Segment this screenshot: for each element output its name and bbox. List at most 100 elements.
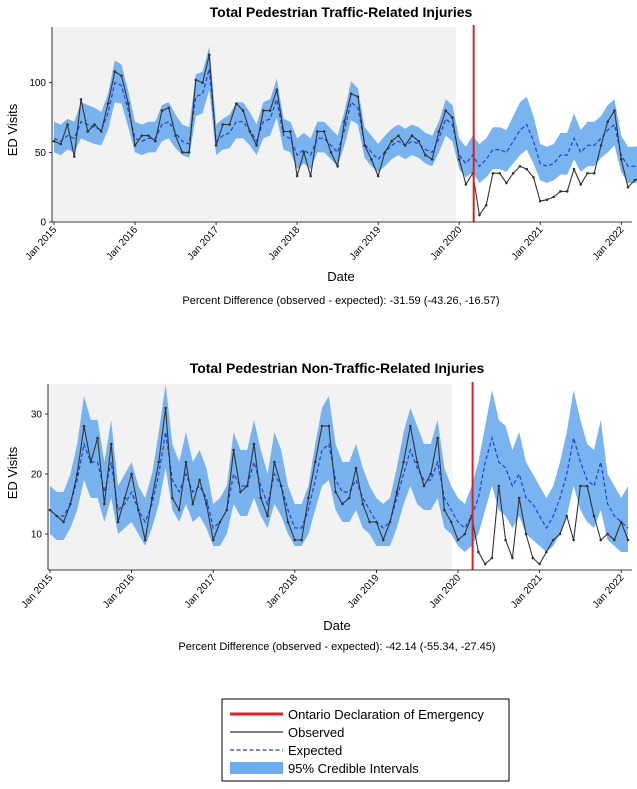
observed-point [354,466,358,470]
observed-point [198,478,201,482]
observed-point [538,199,542,203]
x-tick-label: Jan 2017 [183,572,219,610]
observed-point [126,102,130,105]
observed-point [268,109,272,112]
observed-line [49,407,629,565]
observed-point [592,514,596,518]
observed-point [116,520,120,524]
legend-observed-label: Observed [288,725,344,740]
observed-point [430,158,434,161]
expected-line [49,431,629,530]
y-tick-label: 20 [31,470,43,481]
x-tick-label: Jan 2022 [591,224,627,262]
observed-point [150,496,154,500]
observed-point [532,176,535,179]
observed-point [633,178,637,182]
legend-expected-label: Expected [288,743,342,758]
percent-difference-annotation: Percent Difference (observed - expected)… [178,641,495,653]
observed-point [349,92,353,96]
observed-point [248,130,252,133]
observed-point [518,164,522,168]
observed-point [191,502,195,506]
x-tick-label: Jan 2021 [509,572,545,610]
observed-point [381,538,385,542]
percent-difference-annotation: Percent Difference (observed - expected)… [182,295,499,307]
observed-point [79,98,83,101]
observed-point [137,508,140,512]
observed-point [266,514,269,518]
observed-point [343,120,346,124]
observed-point [289,130,292,133]
x-tick-label: Jan 2022 [591,572,627,610]
observed-point [218,520,222,524]
observed-point [187,151,191,154]
observed-point [201,81,204,85]
observed-point [463,532,467,536]
observed-point [397,134,400,137]
observed-point [93,123,96,126]
observed-point [451,116,454,119]
observed-point [282,130,285,133]
observed-point [551,538,555,542]
y-axis-label: ED Visits [5,446,20,499]
observed-point [565,190,569,193]
x-tick-label: Jan 2015 [24,224,60,262]
observed-point [341,502,344,506]
observed-point [443,508,446,512]
observed-point [255,144,258,147]
observed-point [62,520,65,524]
observed-point [347,496,351,500]
legend-emergency-label: Ontario Declaration of Emergency [288,707,484,722]
observed-point [96,436,99,440]
observed-point [545,550,548,554]
observed-point [232,448,235,452]
observed-point [388,520,392,524]
observed-point [498,171,501,175]
x-tick-label: Jan 2018 [267,224,303,262]
credible-interval-band [54,46,637,183]
x-tick-label: Jan 2018 [264,572,300,610]
observed-point [558,532,562,536]
observed-point [613,538,616,542]
observed-point [113,70,117,73]
observed-point [599,538,603,542]
observed-point [437,130,441,133]
observed-point [273,460,276,464]
observed-point [572,167,576,171]
observed-point [259,496,263,500]
observed-point [123,496,127,500]
observed-point [72,155,76,158]
observed-point [592,171,596,175]
observed-point [449,520,453,524]
observed-points [48,406,630,566]
observed-point [579,183,583,186]
observed-point [181,151,184,154]
observed-point [585,484,589,488]
observed-point [417,139,420,143]
observed-point [194,78,198,82]
observed-point [626,538,630,542]
observed-point [559,190,562,193]
observed-point [545,198,549,202]
observed-point [586,171,589,175]
observed-point [48,508,52,512]
observed-point [316,130,319,133]
observed-point [599,144,603,147]
observed-point [363,144,366,147]
observed-point [295,174,299,178]
observed-point [336,164,339,168]
y-tick-label: 30 [31,410,43,421]
observed-point [606,532,609,536]
observed-point [572,538,575,542]
observed-line [53,54,637,217]
observed-point [235,102,238,105]
observed-point [171,496,174,500]
observed-point [383,151,387,154]
x-tick-label: Jan 2020 [429,224,465,262]
observed-point [390,139,393,143]
x-tick-label: Jan 2015 [20,572,56,610]
legend-ci-label: 95% Credible Intervals [288,761,419,776]
observed-point [511,556,514,560]
observed-point [109,442,113,446]
